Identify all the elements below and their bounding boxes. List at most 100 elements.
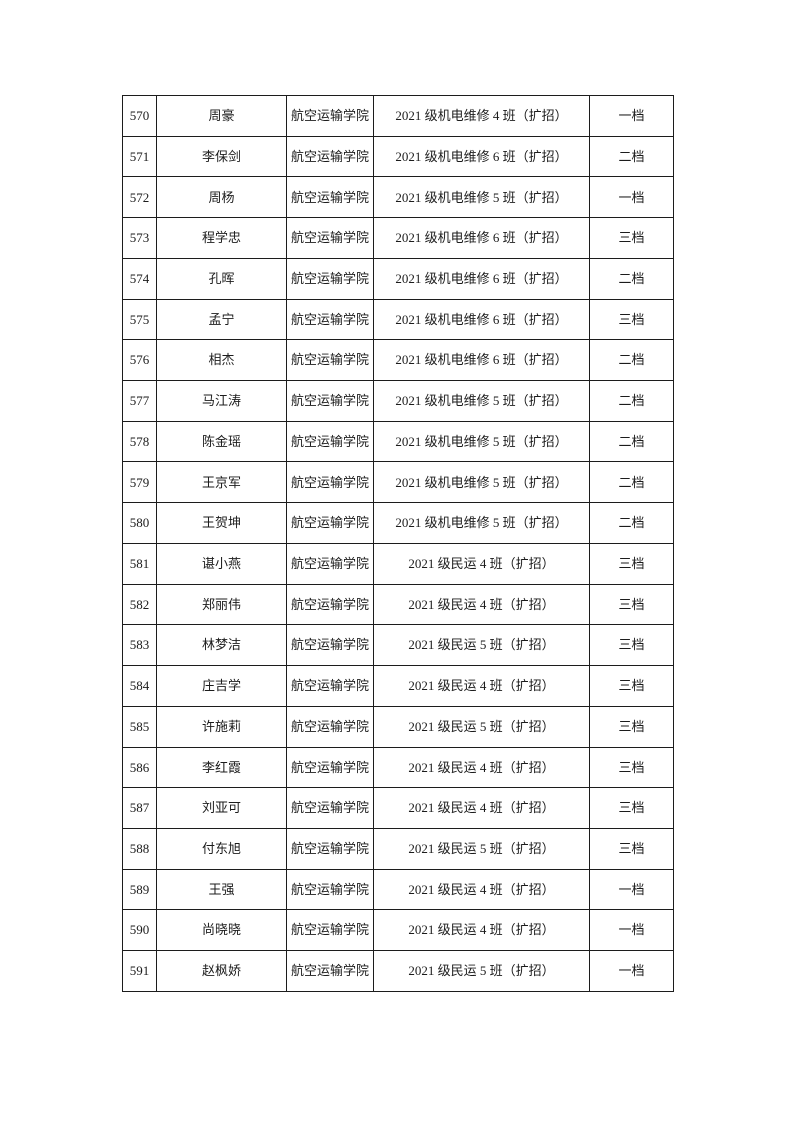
table-row: 581 谌小燕 航空运输学院 2021 级民运 4 班（扩招） 三档 xyxy=(122,542,674,585)
cell-class: 2021 级民运 5 班（扩招） xyxy=(373,705,590,748)
cell-grade-level: 三档 xyxy=(589,827,674,870)
table-row: 579 王京军 航空运输学院 2021 级机电维修 5 班（扩招） 二档 xyxy=(122,461,674,504)
cell-college: 航空运输学院 xyxy=(286,705,374,748)
cell-college: 航空运输学院 xyxy=(286,339,374,382)
cell-student-name: 孔晖 xyxy=(156,257,287,300)
cell-student-name: 王京军 xyxy=(156,461,287,504)
cell-grade-level: 二档 xyxy=(589,461,674,504)
cell-grade-level: 三档 xyxy=(589,787,674,829)
student-grade-table: 570 周豪 航空运输学院 2021 级机电维修 4 班（扩招） 一档 571 … xyxy=(122,95,674,992)
cell-college: 航空运输学院 xyxy=(286,827,374,870)
cell-student-name: 许施莉 xyxy=(156,705,287,748)
cell-college: 航空运输学院 xyxy=(286,461,374,504)
cell-student-no: 582 xyxy=(122,583,157,626)
cell-student-no: 588 xyxy=(122,827,157,870)
cell-student-name: 王强 xyxy=(156,868,287,911)
cell-grade-level: 三档 xyxy=(589,583,674,626)
cell-college: 航空运输学院 xyxy=(286,257,374,300)
cell-class: 2021 级民运 5 班（扩招） xyxy=(373,624,590,667)
cell-class: 2021 级民运 4 班（扩招） xyxy=(373,542,590,585)
table-row: 571 李保剑 航空运输学院 2021 级机电维修 6 班（扩招） 二档 xyxy=(122,135,674,178)
cell-class: 2021 级机电维修 5 班（扩招） xyxy=(373,502,590,544)
table-row: 586 李红霞 航空运输学院 2021 级民运 4 班（扩招） 三档 xyxy=(122,746,674,789)
table-row: 578 陈金瑶 航空运输学院 2021 级机电维修 5 班（扩招） 二档 xyxy=(122,420,674,463)
cell-student-name: 谌小燕 xyxy=(156,542,287,585)
table-row: 583 林梦洁 航空运输学院 2021 级民运 5 班（扩招） 三档 xyxy=(122,624,674,667)
cell-grade-level: 二档 xyxy=(589,135,674,178)
cell-class: 2021 级机电维修 5 班（扩招） xyxy=(373,380,590,422)
cell-class: 2021 级机电维修 6 班（扩招） xyxy=(373,339,590,382)
cell-student-no: 578 xyxy=(122,420,157,463)
table-row: 572 周杨 航空运输学院 2021 级机电维修 5 班（扩招） 一档 xyxy=(122,176,674,219)
cell-college: 航空运输学院 xyxy=(286,176,374,219)
cell-student-no: 572 xyxy=(122,176,157,219)
cell-grade-level: 一档 xyxy=(589,176,674,219)
cell-college: 航空运输学院 xyxy=(286,950,374,992)
cell-student-no: 586 xyxy=(122,746,157,789)
cell-class: 2021 级机电维修 6 班（扩招） xyxy=(373,298,590,341)
table-row: 589 王强 航空运输学院 2021 级民运 4 班（扩招） 一档 xyxy=(122,868,674,911)
table-row: 570 周豪 航空运输学院 2021 级机电维修 4 班（扩招） 一档 xyxy=(122,95,674,137)
cell-student-name: 付东旭 xyxy=(156,827,287,870)
cell-class: 2021 级机电维修 5 班（扩招） xyxy=(373,176,590,219)
cell-grade-level: 一档 xyxy=(589,868,674,911)
cell-grade-level: 三档 xyxy=(589,746,674,789)
cell-student-no: 574 xyxy=(122,257,157,300)
cell-class: 2021 级民运 5 班（扩招） xyxy=(373,950,590,992)
cell-class: 2021 级民运 4 班（扩招） xyxy=(373,787,590,829)
cell-student-name: 马江涛 xyxy=(156,380,287,422)
cell-college: 航空运输学院 xyxy=(286,787,374,829)
cell-college: 航空运输学院 xyxy=(286,135,374,178)
cell-student-no: 580 xyxy=(122,502,157,544)
cell-class: 2021 级机电维修 5 班（扩招） xyxy=(373,461,590,504)
cell-student-name: 陈金瑶 xyxy=(156,420,287,463)
table-row: 575 孟宁 航空运输学院 2021 级机电维修 6 班（扩招） 三档 xyxy=(122,298,674,341)
cell-college: 航空运输学院 xyxy=(286,542,374,585)
cell-student-no: 576 xyxy=(122,339,157,382)
cell-student-name: 周杨 xyxy=(156,176,287,219)
cell-grade-level: 三档 xyxy=(589,542,674,585)
cell-student-name: 孟宁 xyxy=(156,298,287,341)
cell-student-no: 581 xyxy=(122,542,157,585)
table-row: 588 付东旭 航空运输学院 2021 级民运 5 班（扩招） 三档 xyxy=(122,827,674,870)
cell-college: 航空运输学院 xyxy=(286,420,374,463)
cell-class: 2021 级民运 4 班（扩招） xyxy=(373,868,590,911)
cell-grade-level: 二档 xyxy=(589,380,674,422)
cell-class: 2021 级民运 4 班（扩招） xyxy=(373,665,590,707)
cell-student-name: 王贺坤 xyxy=(156,502,287,544)
cell-college: 航空运输学院 xyxy=(286,502,374,544)
cell-student-name: 赵枫娇 xyxy=(156,950,287,992)
cell-student-no: 589 xyxy=(122,868,157,911)
cell-student-no: 573 xyxy=(122,217,157,259)
cell-grade-level: 三档 xyxy=(589,624,674,667)
cell-student-no: 591 xyxy=(122,950,157,992)
cell-student-no: 575 xyxy=(122,298,157,341)
cell-college: 航空运输学院 xyxy=(286,217,374,259)
cell-class: 2021 级机电维修 6 班（扩招） xyxy=(373,135,590,178)
table-row: 584 庄吉学 航空运输学院 2021 级民运 4 班（扩招） 三档 xyxy=(122,665,674,707)
cell-student-name: 庄吉学 xyxy=(156,665,287,707)
cell-class: 2021 级机电维修 5 班（扩招） xyxy=(373,420,590,463)
cell-grade-level: 三档 xyxy=(589,665,674,707)
cell-student-name: 尚晓晓 xyxy=(156,909,287,952)
cell-class: 2021 级民运 5 班（扩招） xyxy=(373,827,590,870)
cell-student-no: 583 xyxy=(122,624,157,667)
cell-student-no: 587 xyxy=(122,787,157,829)
cell-grade-level: 一档 xyxy=(589,95,674,137)
cell-class: 2021 级机电维修 4 班（扩招） xyxy=(373,95,590,137)
table-row: 585 许施莉 航空运输学院 2021 级民运 5 班（扩招） 三档 xyxy=(122,705,674,748)
cell-student-name: 李保剑 xyxy=(156,135,287,178)
cell-student-name: 相杰 xyxy=(156,339,287,382)
cell-student-no: 579 xyxy=(122,461,157,504)
table-body: 570 周豪 航空运输学院 2021 级机电维修 4 班（扩招） 一档 571 … xyxy=(122,95,674,992)
cell-class: 2021 级民运 4 班（扩招） xyxy=(373,909,590,952)
cell-grade-level: 一档 xyxy=(589,950,674,992)
cell-student-name: 郑丽伟 xyxy=(156,583,287,626)
cell-college: 航空运输学院 xyxy=(286,624,374,667)
table-row: 573 程学忠 航空运输学院 2021 级机电维修 6 班（扩招） 三档 xyxy=(122,217,674,259)
cell-college: 航空运输学院 xyxy=(286,746,374,789)
cell-grade-level: 二档 xyxy=(589,502,674,544)
table-row: 590 尚晓晓 航空运输学院 2021 级民运 4 班（扩招） 一档 xyxy=(122,909,674,952)
table-row: 591 赵枫娇 航空运输学院 2021 级民运 5 班（扩招） 一档 xyxy=(122,950,674,992)
